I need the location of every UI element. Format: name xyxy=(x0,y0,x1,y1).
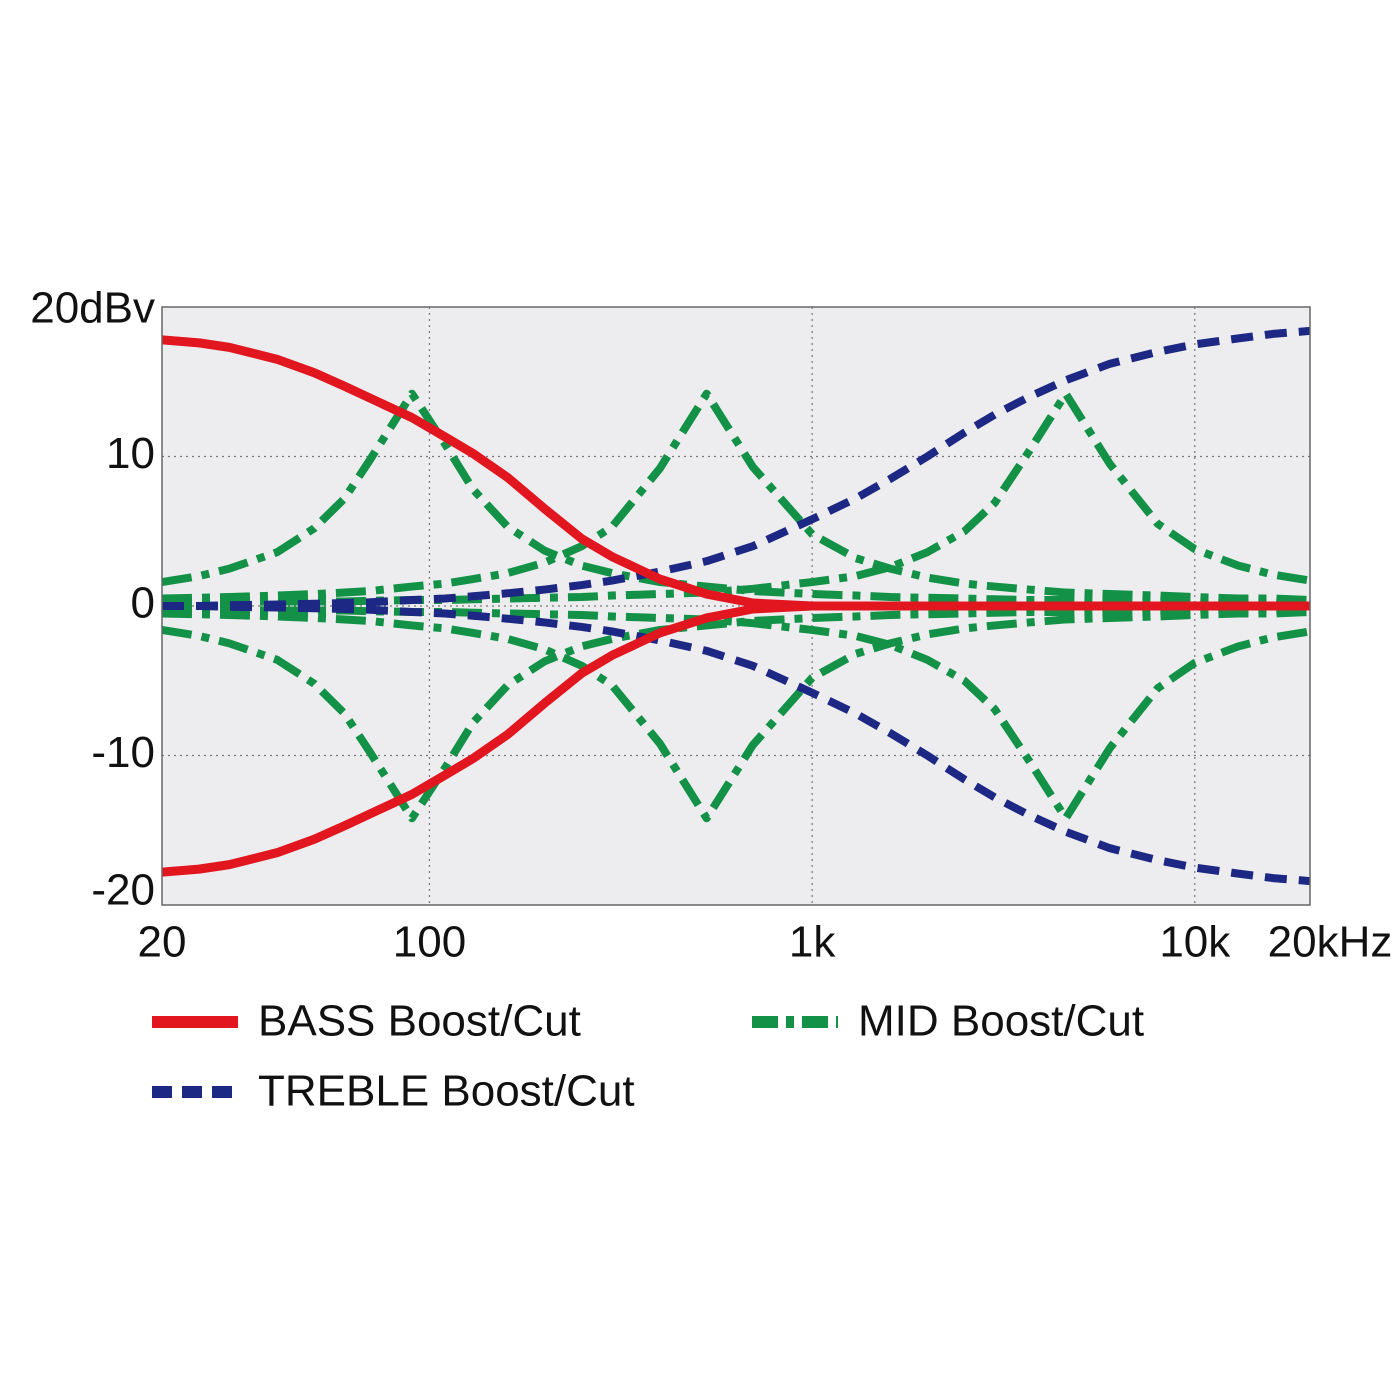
curve xyxy=(162,389,1310,607)
y-tick-label: -20 xyxy=(91,866,155,915)
curve xyxy=(162,605,1310,823)
grid xyxy=(162,307,1310,905)
legend-label: BASS Boost/Cut xyxy=(258,997,581,1046)
y-tick-label: 20dBv xyxy=(30,284,155,333)
x-tick-label: 100 xyxy=(393,918,466,967)
curve xyxy=(162,601,1310,877)
x-tick-label: 10k xyxy=(1159,918,1231,967)
y-tick-label: -10 xyxy=(91,728,155,777)
legend-label: MID Boost/Cut xyxy=(858,997,1144,1046)
curves xyxy=(162,326,1310,886)
legend: BASS Boost/Cut TREBLE Boost/Cut MID Boost/… xyxy=(152,997,1144,1116)
y-tick-label: 0 xyxy=(131,579,155,628)
legend-label: TREBLE Boost/Cut xyxy=(258,1067,635,1116)
curve xyxy=(162,607,1310,823)
x-tick-label: 1k xyxy=(789,918,836,967)
curve xyxy=(162,389,1310,605)
curve xyxy=(162,602,1310,886)
x-tick-label: 20 xyxy=(138,918,187,967)
plot-frame xyxy=(161,306,1311,906)
curve xyxy=(162,326,1310,610)
y-tick-label: 10 xyxy=(106,429,155,478)
x-tick-label: 20kHz xyxy=(1268,918,1393,967)
